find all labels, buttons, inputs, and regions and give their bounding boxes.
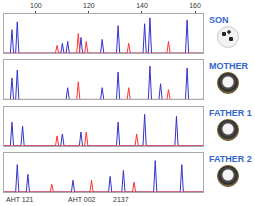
svg-text:SON: SON xyxy=(209,15,229,25)
svg-text:2137: 2137 xyxy=(113,196,129,203)
svg-text:160: 160 xyxy=(189,2,201,9)
svg-text:120: 120 xyxy=(83,2,95,9)
svg-text:AHT 121: AHT 121 xyxy=(6,196,34,203)
svg-text:FATHER 1: FATHER 1 xyxy=(209,108,252,118)
svg-text:FATHER 2: FATHER 2 xyxy=(209,154,252,164)
svg-text:140: 140 xyxy=(136,2,148,9)
svg-text:AHT 002: AHT 002 xyxy=(68,196,96,203)
svg-text:MOTHER: MOTHER xyxy=(209,61,248,71)
svg-text:100: 100 xyxy=(30,2,42,9)
